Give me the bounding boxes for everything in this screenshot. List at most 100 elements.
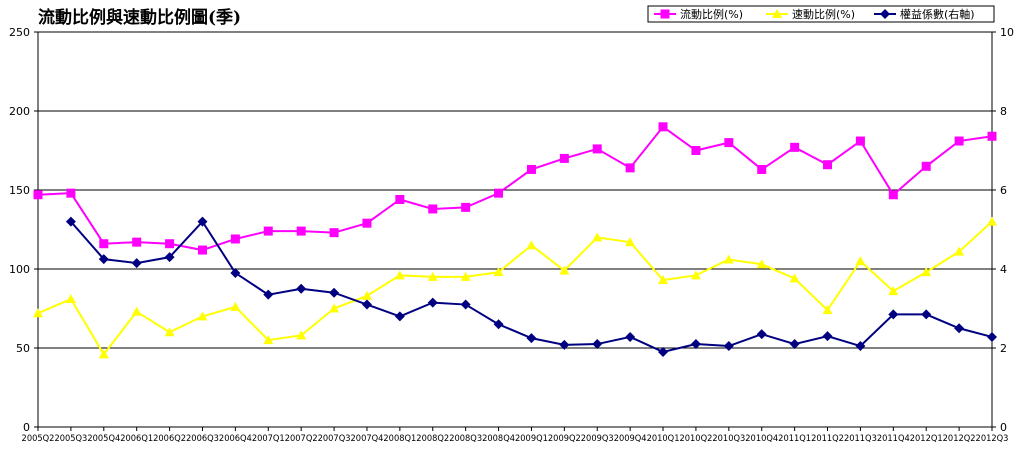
x-tick-label: 2010Q1 bbox=[647, 434, 680, 444]
x-tick-label: 2006Q4 bbox=[219, 434, 252, 444]
data-point-series-2 bbox=[690, 270, 701, 280]
data-point-series-2 bbox=[987, 216, 997, 226]
x-tick-label: 2008Q2 bbox=[416, 434, 449, 444]
data-point-series-2 bbox=[33, 308, 43, 318]
data-point-series-2 bbox=[789, 273, 800, 283]
data-point-series-3 bbox=[921, 309, 932, 320]
x-tick-label: 2007Q3 bbox=[318, 434, 351, 444]
data-point-series-1 bbox=[855, 136, 865, 146]
data-point-series-3 bbox=[690, 339, 701, 350]
data-point-series-1 bbox=[757, 164, 767, 174]
plot-frame bbox=[37, 31, 993, 428]
data-point-series-3 bbox=[658, 346, 669, 357]
x-tick-label: 2007Q4 bbox=[351, 434, 384, 444]
data-point-series-1 bbox=[526, 164, 536, 174]
data-point-series-3 bbox=[427, 297, 438, 308]
data-point-series-1 bbox=[987, 131, 997, 141]
data-point-series-1 bbox=[888, 190, 898, 200]
x-tick-label: 2011Q4 bbox=[877, 434, 910, 444]
data-point-series-2 bbox=[329, 303, 340, 313]
data-point-series-2 bbox=[559, 265, 570, 275]
x-tick-label: 2010Q3 bbox=[712, 434, 745, 444]
data-point-series-3 bbox=[296, 283, 307, 294]
data-point-series-2 bbox=[230, 301, 241, 311]
data-point-series-3 bbox=[493, 319, 504, 330]
x-tick-label: 2008Q3 bbox=[449, 434, 482, 444]
data-point-series-3 bbox=[131, 258, 142, 269]
data-point-series-3 bbox=[756, 329, 767, 340]
data-point-series-1 bbox=[66, 188, 76, 198]
x-tick-label: 2009Q1 bbox=[515, 434, 548, 444]
data-point-series-1 bbox=[132, 237, 142, 247]
data-point-series-3 bbox=[888, 309, 899, 320]
data-point-series-1 bbox=[790, 142, 800, 152]
data-point-series-1 bbox=[625, 163, 635, 173]
x-tick-label: 2006Q1 bbox=[120, 434, 153, 444]
data-point-series-1 bbox=[99, 239, 109, 249]
y-right-tick-label: 2 bbox=[1000, 342, 1007, 355]
legend-label: 權益係數(右軸) bbox=[900, 7, 975, 21]
y-left-tick-label: 200 bbox=[9, 105, 30, 118]
data-point-series-2 bbox=[131, 306, 142, 316]
data-point-series-2 bbox=[888, 286, 899, 296]
plot-area: 0 50 100 150 200 250 0 2 4 6 8 10 2005Q2 2005Q3 2005Q4… bbox=[9, 26, 1014, 444]
x-tick-label: 2006Q3 bbox=[186, 434, 219, 444]
data-point-series-2 bbox=[460, 271, 471, 281]
data-point-series-3 bbox=[625, 331, 636, 342]
data-point-series-3 bbox=[954, 323, 965, 334]
x-tick-label: 2008Q4 bbox=[482, 434, 515, 444]
data-point-series-2 bbox=[526, 240, 537, 250]
y-left-tick-label: 250 bbox=[9, 26, 30, 39]
data-point-series-2 bbox=[921, 267, 932, 277]
data-point-series-2 bbox=[164, 327, 175, 337]
x-tick-label: 2005Q3 bbox=[54, 434, 87, 444]
data-point-series-2 bbox=[756, 259, 767, 269]
data-point-series-2 bbox=[954, 246, 965, 256]
data-point-series-1 bbox=[494, 188, 504, 198]
series-line-2 bbox=[37, 220, 993, 357]
legend-swatch-marker bbox=[880, 9, 890, 19]
data-point-series-2 bbox=[361, 290, 372, 300]
data-point-series-2 bbox=[98, 349, 109, 359]
data-point-series-1 bbox=[197, 245, 207, 255]
data-point-series-3 bbox=[230, 267, 241, 278]
data-point-series-3 bbox=[197, 216, 208, 227]
data-point-series-1 bbox=[559, 153, 569, 163]
x-tick-label: 2010Q4 bbox=[745, 434, 778, 444]
data-point-series-3 bbox=[98, 254, 109, 265]
data-point-series-1 bbox=[461, 202, 471, 212]
legend-swatch-marker bbox=[772, 9, 782, 18]
x-tick-label: 2011Q1 bbox=[778, 434, 811, 444]
data-point-series-2 bbox=[65, 294, 76, 304]
x-tick-label: 2005Q4 bbox=[87, 434, 120, 444]
y-left-tick-label: 50 bbox=[16, 342, 30, 355]
data-point-series-3 bbox=[822, 331, 833, 342]
data-point-series-1 bbox=[724, 138, 734, 148]
y-left-tick-label: 0 bbox=[23, 421, 30, 434]
data-point-series-2 bbox=[625, 237, 636, 247]
data-point-series-3 bbox=[855, 341, 866, 352]
data-point-series-1 bbox=[165, 239, 175, 249]
y-left-tick-label: 150 bbox=[9, 184, 30, 197]
data-point-series-2 bbox=[855, 256, 866, 266]
x-tick-label: 2007Q2 bbox=[285, 434, 318, 444]
x-tick-label: 2012Q3 bbox=[976, 434, 1009, 444]
data-point-series-1 bbox=[33, 190, 43, 200]
legend-label: 速動比例(%) bbox=[792, 7, 855, 21]
data-point-series-3 bbox=[263, 289, 274, 300]
data-point-series-1 bbox=[954, 136, 964, 146]
y-right-tick-label: 10 bbox=[1000, 26, 1014, 39]
x-tick-label: 2006Q2 bbox=[153, 434, 186, 444]
data-point-series-2 bbox=[394, 270, 405, 280]
x-tick-label: 2007Q1 bbox=[252, 434, 285, 444]
data-point-series-1 bbox=[395, 194, 405, 204]
y-right-tick-label: 6 bbox=[1000, 184, 1007, 197]
data-point-series-1 bbox=[263, 226, 273, 236]
y-right-tick-label: 0 bbox=[1000, 421, 1007, 434]
data-point-series-3 bbox=[361, 299, 372, 310]
data-point-series-2 bbox=[723, 254, 734, 264]
series-line-1 bbox=[37, 125, 993, 252]
legend-box bbox=[647, 5, 995, 23]
